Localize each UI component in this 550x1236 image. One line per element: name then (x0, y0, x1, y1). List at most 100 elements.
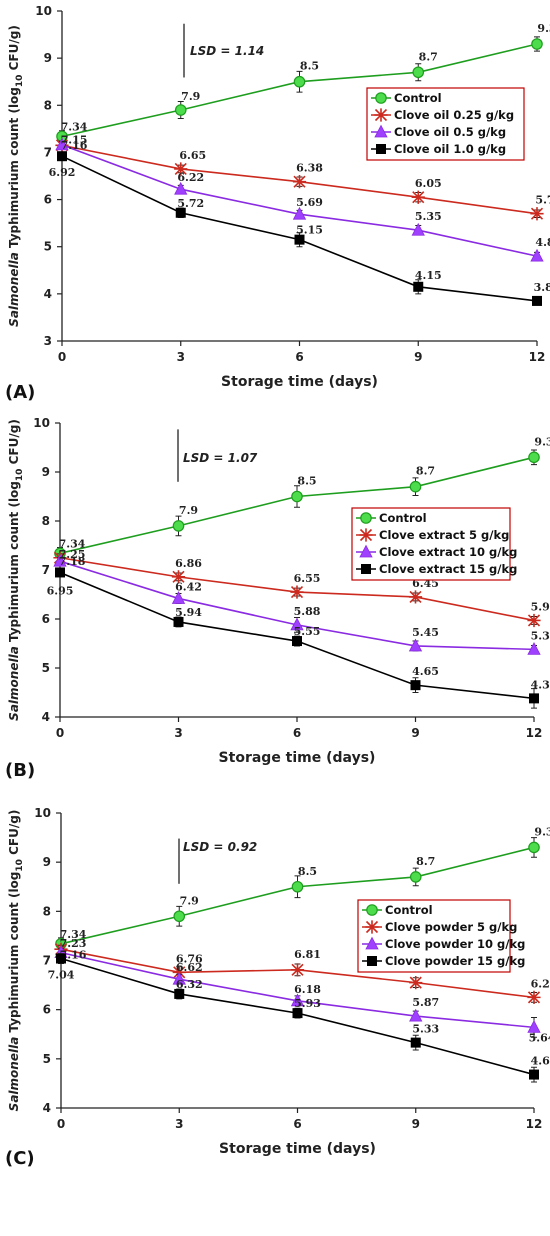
y-axis-label-text: Typhimurium count (log (7, 87, 21, 252)
series-clove-oil-0-25-g-kg: 7.15 6.65 6.38 6.05 5.7 (55, 133, 550, 221)
series-clove-powder-15-g-kg-marker (410, 1037, 421, 1048)
series-clove-oil-0-25-g-kg-data-label: 6.38 (296, 162, 323, 175)
series-control-marker (409, 480, 422, 493)
y-tick-label: 8 (44, 98, 52, 112)
x-axis-label: Storage time (days) (221, 374, 378, 390)
y-tick-label: 4 (43, 1101, 51, 1115)
legend-control-label: Control (385, 903, 433, 917)
y-axis-label-text: Typhimurium count (log (7, 481, 21, 646)
series-clove-powder-15-g-kg-data-label: 4.68 (531, 1055, 550, 1068)
legend-clove-oil-0-25-g-kg-label: Clove oil 0.25 g/kg (394, 108, 514, 122)
series-clove-powder-15-g-kg-data-label: 5.93 (294, 997, 321, 1010)
x-tick-label: 6 (295, 350, 303, 364)
series-clove-extract-10-g-kg-data-label: 7.18 (59, 555, 86, 568)
series-clove-extract-5-g-kg-data-label: 6.86 (175, 557, 202, 570)
x-tick-label: 0 (58, 350, 66, 364)
series-clove-oil-0-25-g-kg-data-label: 5.7 (535, 194, 550, 207)
series-clove-extract-10-g-kg-marker (290, 617, 304, 631)
series-clove-extract-15-g-kg-marker (292, 636, 302, 647)
y-tick-label: 8 (42, 514, 50, 528)
series-clove-powder-15-g-kg-data-label: 5.33 (412, 1023, 439, 1036)
series-control-marker (291, 490, 303, 503)
series-control-data-label: 9.3 (534, 435, 550, 448)
series-clove-extract-15-g-kg-marker (173, 616, 184, 627)
series-clove-extract-5-g-kg-data-label: 7.25 (59, 548, 86, 561)
series-clove-oil-1-0-g-kg-marker (175, 207, 186, 218)
series-control-data-label: 8.7 (416, 465, 435, 478)
legend-clove-extract-15-g-kg-marker (361, 564, 371, 574)
series-clove-extract-10-g-kg-data-label: 5.38 (531, 629, 550, 642)
series-clove-powder-5-g-kg-data-label: 6.76 (176, 952, 203, 965)
series-clove-oil-0-25-g-kg-marker (174, 162, 188, 176)
series-clove-powder-10-g-kg-data-label: 6.62 (176, 961, 203, 974)
series-clove-oil-0-5-g-kg-marker (174, 181, 188, 195)
series-clove-powder-10-g-kg-data-label: 6.18 (294, 983, 321, 996)
series-clove-powder-10-g-kg-marker (527, 1020, 541, 1033)
series-clove-oil-0-25-g-kg-marker (411, 190, 425, 204)
series-clove-extract-5-g-kg-marker (527, 613, 541, 628)
legend-control-marker (375, 92, 387, 104)
series-clove-powder-5-g-kg-data-label: 6.25 (531, 977, 550, 990)
series-clove-oil-1-0-g-kg-data-label: 5.72 (177, 197, 204, 210)
legend-clove-oil-1-0-g-kg-marker (376, 144, 386, 154)
x-tick-label: 12 (526, 1117, 543, 1131)
y-tick-label: 7 (42, 563, 50, 577)
series-clove-extract-15-g-kg-data-label: 4.38 (531, 678, 550, 691)
series-control-marker (173, 910, 186, 923)
series-clove-extract-15-g-kg: 6.95 5.94 5.55 4.65 4.38 (47, 567, 550, 709)
x-tick-label: 9 (412, 1117, 420, 1131)
series-clove-powder-10-g-kg-marker (172, 971, 186, 985)
series-control-marker (528, 841, 540, 854)
series-control-marker (528, 451, 540, 464)
series-clove-powder-10-g-kg-marker (409, 1008, 423, 1022)
x-tick-label: 9 (411, 726, 419, 740)
series-control-data-label: 9.3 (537, 22, 550, 35)
y-tick-label: 10 (34, 806, 51, 820)
series-clove-oil-0-5-g-kg-data-label: 6.22 (177, 171, 204, 184)
y-axis-label-subscript: 10 (15, 469, 25, 482)
y-axis-label: Salmonella Typhimurium count (log10 CFU/… (7, 419, 25, 721)
legend-box (357, 899, 511, 973)
legend-box (351, 507, 511, 581)
legend-clove-oil-0-5-g-kg-label: Clove oil 0.5 g/kg (394, 125, 506, 139)
series-clove-powder-10-g-kg-data-label: 5.87 (412, 996, 439, 1009)
series-clove-extract-10-g-kg-data-label: 5.88 (294, 605, 321, 618)
panel-label: (A) (5, 382, 35, 403)
series-clove-powder-5-g-kg-marker (409, 976, 423, 990)
series-clove-oil-1-0-g-kg-data-label: 4.15 (415, 269, 442, 282)
series-control: 7.34 7.9 8.5 8.7 9.3 (55, 825, 550, 951)
panel-label: (B) (5, 760, 35, 781)
series-clove-oil-0-25-g-kg-data-label: 6.65 (179, 149, 206, 162)
y-tick-label: 9 (44, 51, 52, 65)
y-tick-label: 7 (44, 145, 52, 159)
chart-C: 4 5 6 7 8 9 10 0 3 6 9 12 Storage time (days) Salmone… (5, 806, 550, 1169)
series-clove-powder-5-g-kg-marker (527, 990, 541, 1004)
legend-box (366, 87, 525, 161)
x-tick-label: 0 (56, 726, 64, 740)
legend-control-label: Control (379, 511, 427, 525)
series-clove-powder-15-g-kg-marker (56, 953, 66, 964)
series-clove-powder-15-g-kg-marker (292, 1008, 303, 1019)
y-tick-label: 9 (43, 855, 51, 869)
y-axis-label-genus: Salmonella (7, 646, 21, 721)
series-clove-oil-0-25-g-kg-data-label: 6.05 (415, 177, 442, 190)
series-clove-oil-0-25-g-kg-marker (530, 207, 544, 221)
series-clove-oil-1-0-g-kg-marker (532, 295, 542, 306)
series-control-data-label: 7.34 (59, 537, 86, 550)
legend-clove-extract-10-g-kg-marker (359, 544, 373, 558)
series-clove-extract-10-g-kg-data-label: 6.42 (175, 580, 202, 593)
series-clove-powder-5-g-kg-marker (290, 963, 305, 977)
series-clove-powder-15-g-kg-marker (174, 988, 185, 999)
x-tick-label: 3 (177, 350, 185, 364)
y-axis-label-genus: Salmonella (7, 1037, 21, 1112)
series-control: 7.34 7.9 8.5 8.7 9.3 (56, 22, 550, 143)
y-axis-label-subscript: 10 (15, 75, 25, 88)
series-clove-oil-1-0-g-kg-data-label: 3.85 (534, 281, 550, 294)
legend-control-marker (360, 512, 372, 524)
series-clove-powder-10-g-kg-data-label: 5.64 (529, 1031, 550, 1044)
legend-clove-powder-15-g-kg-marker (367, 956, 377, 966)
series-clove-powder-10-g-kg-data-label: 7.16 (60, 949, 87, 962)
series-clove-powder-5-g-kg-data-label: 6.81 (294, 948, 321, 961)
